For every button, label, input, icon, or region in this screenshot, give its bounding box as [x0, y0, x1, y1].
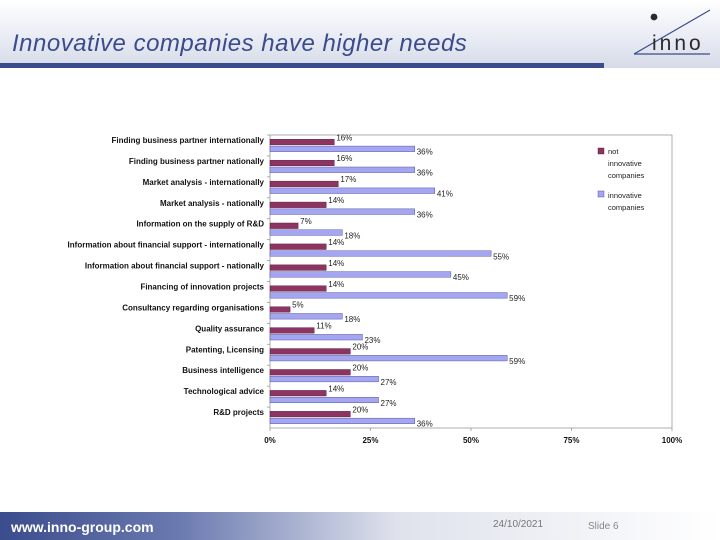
- x-tick-label: 75%: [563, 436, 579, 445]
- bar-not-innovative: [269, 411, 351, 418]
- bar-not-innovative: [269, 348, 351, 355]
- bar-chart: Finding business partner internationally…: [68, 133, 683, 445]
- bar-innovative: [269, 166, 415, 173]
- bar-innovative: [269, 376, 379, 383]
- data-label-not-innovative: 14%: [328, 259, 344, 268]
- legend-label-not-innovative: not: [608, 147, 619, 156]
- logo-text: inno: [652, 32, 704, 55]
- data-label-innovative: 36%: [417, 210, 433, 219]
- data-label-not-innovative: 16%: [336, 154, 352, 163]
- data-label-not-innovative: 17%: [340, 175, 356, 184]
- bar-not-innovative: [269, 180, 339, 187]
- bar-innovative: [269, 145, 415, 152]
- category-label: R&D projects: [213, 408, 264, 417]
- data-label-innovative: 23%: [364, 336, 380, 345]
- bar-innovative: [269, 397, 379, 404]
- data-label-innovative: 41%: [437, 190, 453, 199]
- bar-innovative: [269, 334, 363, 341]
- bar-not-innovative: [269, 159, 335, 166]
- category-label: Finding business partner nationally: [129, 157, 265, 166]
- footer-bar: www.inno-group.com 24/10/2021 Slide 6: [0, 512, 720, 540]
- bar-not-innovative: [269, 222, 299, 229]
- bar-not-innovative: [269, 369, 351, 376]
- category-label: Patenting, Licensing: [186, 345, 264, 354]
- data-label-not-innovative: 14%: [328, 196, 344, 205]
- bar-not-innovative: [269, 139, 335, 146]
- data-label-not-innovative: 5%: [292, 301, 304, 310]
- data-label-innovative: 36%: [417, 148, 433, 157]
- data-label-not-innovative: 14%: [328, 384, 344, 393]
- data-label-innovative: 59%: [509, 294, 525, 303]
- data-label-innovative: 27%: [381, 378, 397, 387]
- bar-not-innovative: [269, 264, 327, 271]
- data-label-not-innovative: 11%: [316, 322, 331, 331]
- data-label-innovative: 45%: [453, 273, 469, 282]
- category-label: Information about financial support - in…: [68, 241, 265, 250]
- bar-innovative: [269, 250, 492, 257]
- slide-number: Slide 6: [588, 521, 619, 532]
- category-label: Information on the supply of R&D: [136, 220, 264, 229]
- footer-url[interactable]: www.inno-group.com: [11, 519, 154, 535]
- x-tick-label: 0%: [264, 436, 276, 445]
- x-tick-label: 25%: [362, 436, 378, 445]
- data-label-not-innovative: 14%: [328, 238, 344, 247]
- category-label: Quality assurance: [195, 324, 264, 333]
- x-tick-label: 50%: [463, 436, 479, 445]
- slide-number-value: 6: [613, 521, 619, 532]
- bar-innovative: [269, 208, 415, 215]
- data-label-innovative: 59%: [509, 357, 525, 366]
- bar-innovative: [269, 187, 436, 194]
- data-label-not-innovative: 20%: [352, 405, 368, 414]
- data-label-not-innovative: 7%: [300, 217, 312, 226]
- legend-label-not-innovative: innovative: [608, 159, 642, 168]
- logo-dot: [650, 13, 658, 21]
- category-label: Consultancy regarding organisations: [122, 303, 264, 312]
- x-tick-label: 100%: [662, 436, 682, 445]
- category-label: Market analysis - nationally: [160, 199, 265, 208]
- page-title: Innovative companies have higher needs: [12, 30, 468, 57]
- bar-not-innovative: [269, 390, 327, 397]
- bar-innovative: [269, 271, 452, 278]
- category-label: Information about financial support - na…: [85, 262, 265, 271]
- data-label-innovative: 36%: [417, 169, 433, 178]
- category-label: Technological advice: [184, 387, 265, 396]
- data-label-innovative: 18%: [344, 231, 360, 240]
- footer-date: 24/10/2021: [493, 519, 544, 530]
- bar-not-innovative: [269, 201, 327, 208]
- legend-swatch-not-innovative: [597, 147, 605, 155]
- data-label-innovative: 27%: [381, 399, 397, 408]
- bar-innovative: [269, 313, 343, 320]
- header-band: Innovative companies have higher needs i…: [0, 0, 720, 68]
- category-label: Business intelligence: [182, 366, 264, 375]
- data-label-not-innovative: 14%: [328, 280, 344, 289]
- category-label: Market analysis - internationally: [143, 178, 265, 187]
- bar-innovative: [269, 292, 508, 299]
- bar-not-innovative: [269, 327, 315, 334]
- data-label-not-innovative: 16%: [336, 133, 352, 142]
- legend-label-innovative: companies: [608, 203, 645, 212]
- legend-label-innovative: innovative: [608, 191, 642, 200]
- title-rule: [0, 63, 604, 68]
- bar-not-innovative: [269, 306, 291, 313]
- data-label-innovative: 36%: [417, 420, 433, 429]
- bar-innovative: [269, 229, 343, 236]
- slide-label: Slide: [588, 521, 611, 532]
- category-label: Financing of innovation projects: [140, 283, 264, 292]
- data-label-not-innovative: 20%: [352, 343, 368, 352]
- data-label-not-innovative: 20%: [352, 363, 368, 372]
- data-label-innovative: 55%: [493, 252, 509, 261]
- bar-not-innovative: [269, 243, 327, 250]
- logo-diagonal-line: [633, 9, 711, 55]
- category-label: Finding business partner internationally: [112, 136, 265, 145]
- legend-label-not-innovative: companies: [608, 171, 645, 180]
- bar-not-innovative: [269, 285, 327, 292]
- bar-innovative: [269, 355, 508, 362]
- inno-logo: inno: [633, 9, 711, 55]
- bar-innovative: [269, 417, 415, 424]
- legend-swatch-innovative: [597, 190, 605, 198]
- data-label-innovative: 18%: [344, 315, 360, 324]
